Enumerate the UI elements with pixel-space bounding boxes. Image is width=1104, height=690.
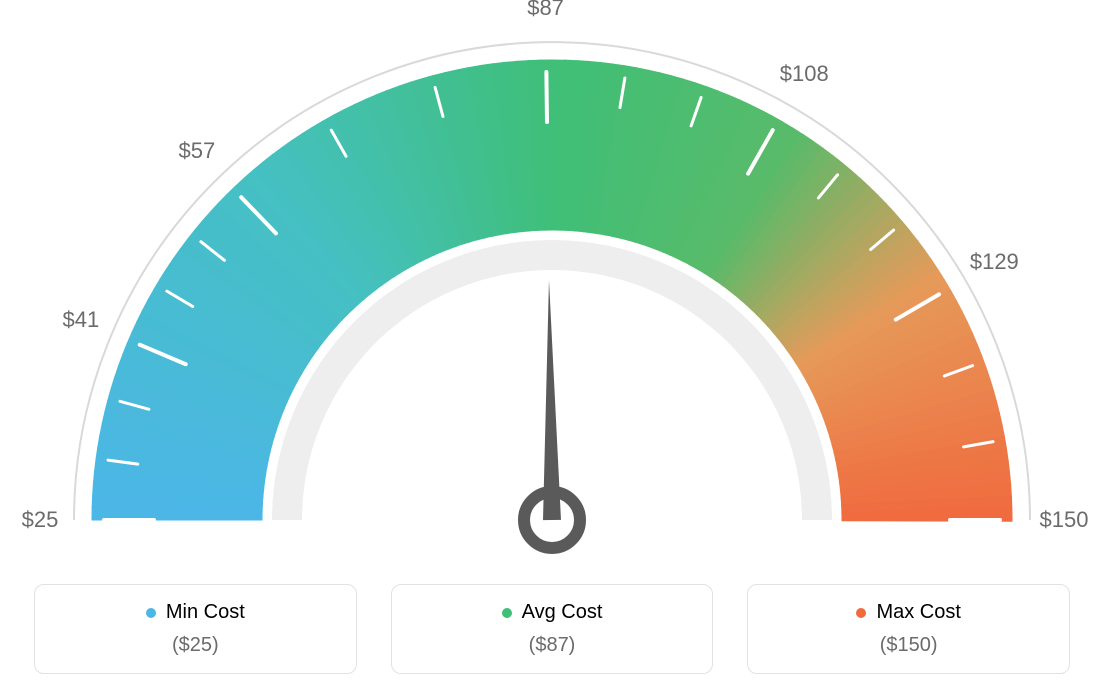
gauge-chart: $25 $41 $57 $87 $108 $129 $150: [0, 0, 1104, 570]
legend-value: ($25): [35, 634, 356, 657]
legend-label: Min Cost: [166, 601, 245, 624]
legend-card-min: Min Cost ($25): [34, 584, 357, 674]
gauge-tick-label: $129: [970, 249, 1019, 275]
gauge-tick-label: $41: [62, 307, 99, 333]
dot-icon: [502, 608, 512, 618]
gauge-tick-label: $108: [780, 61, 829, 87]
dot-icon: [856, 608, 866, 618]
legend-row: Min Cost ($25) Avg Cost ($87) Max Cost (…: [0, 584, 1104, 674]
legend-label: Avg Cost: [522, 601, 603, 624]
legend-title-max: Max Cost: [856, 601, 960, 624]
legend-label: Max Cost: [876, 601, 960, 624]
legend-value: ($87): [392, 634, 713, 657]
gauge-svg: [0, 0, 1104, 570]
legend-value: ($150): [748, 634, 1069, 657]
gauge-tick-label: $25: [22, 507, 59, 533]
gauge-tick-label: $87: [527, 0, 564, 21]
legend-card-max: Max Cost ($150): [747, 584, 1070, 674]
gauge-tick-label: $150: [1040, 507, 1089, 533]
gauge-tick-label: $57: [178, 138, 215, 164]
legend-card-avg: Avg Cost ($87): [391, 584, 714, 674]
legend-title-min: Min Cost: [146, 601, 245, 624]
dot-icon: [146, 608, 156, 618]
legend-title-avg: Avg Cost: [502, 601, 603, 624]
